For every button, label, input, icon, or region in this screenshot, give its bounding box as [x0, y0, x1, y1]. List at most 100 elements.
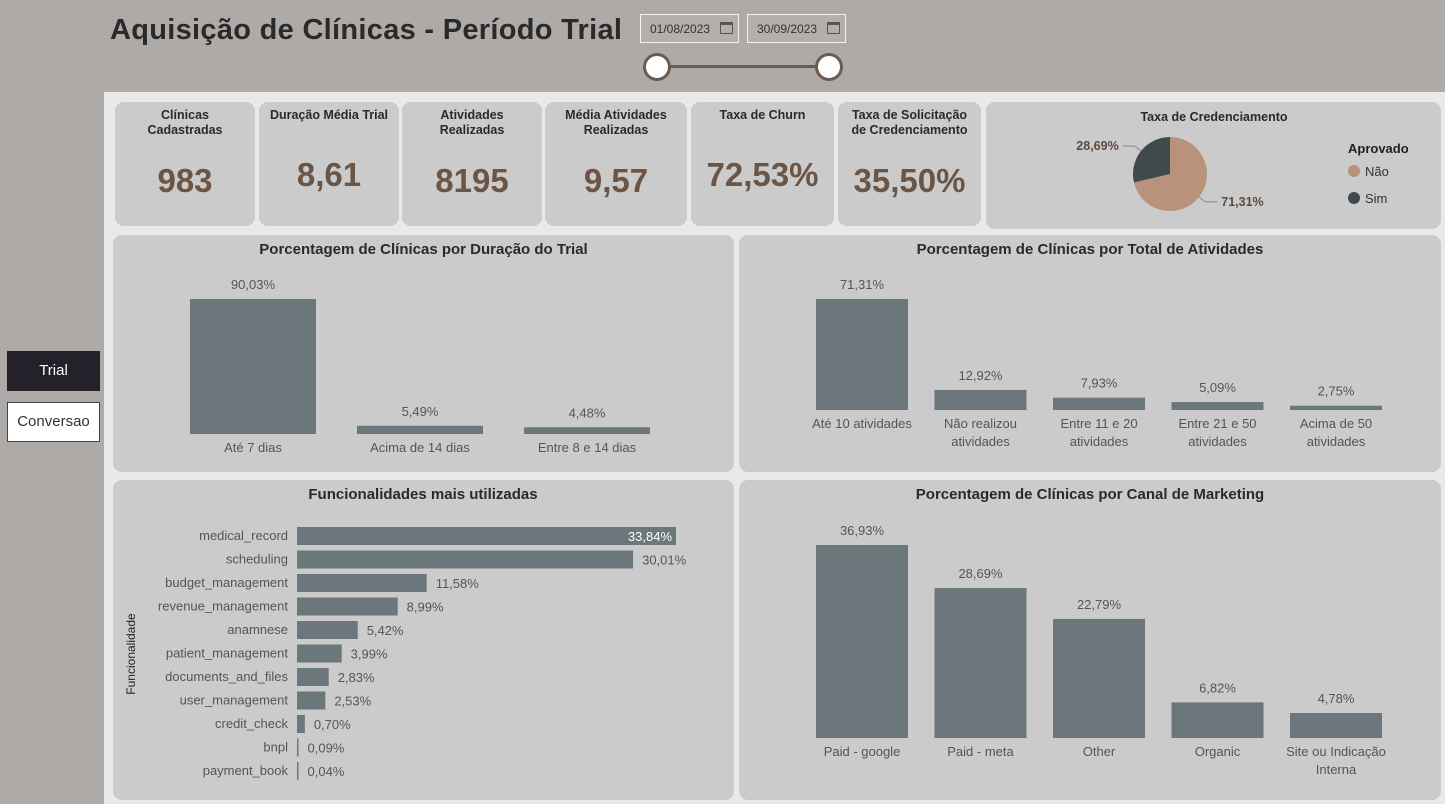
bar — [297, 691, 326, 710]
category-label: atividades — [1307, 434, 1366, 449]
date-start-input[interactable]: 01/08/2023 — [640, 14, 739, 43]
category-label: Não realizou — [944, 416, 1017, 431]
pie-leader-line — [1198, 196, 1218, 203]
data-label: 11,58% — [436, 576, 480, 591]
data-label: 0,04% — [308, 764, 345, 779]
bar-chart-duracao: Porcentagem de Clínicas por Duração do T… — [190, 241, 650, 455]
bar — [1171, 402, 1264, 410]
category-label: medical_record — [199, 528, 288, 543]
nav-trial-button[interactable]: Trial — [7, 351, 100, 391]
kpi-card-clinicas: Clínicas Cadastradas 983 — [115, 102, 255, 226]
bar — [297, 597, 398, 616]
date-range-end-handle[interactable] — [815, 53, 843, 81]
panel-funcionalidades: Funcionalidades mais utilizadas Funcional… — [113, 480, 734, 800]
data-label: 4,78% — [1318, 691, 1355, 706]
pie-leader-line — [1122, 145, 1142, 152]
data-label: 8,99% — [407, 600, 444, 615]
category-label: Acima de 50 — [1300, 416, 1372, 431]
category-label: payment_book — [203, 763, 289, 778]
date-end-value: 30/09/2023 — [757, 22, 818, 36]
pie-slice — [1133, 137, 1170, 183]
panel-duracao: Porcentagem de Clínicas por Duração do T… — [113, 235, 734, 472]
bar — [190, 299, 316, 434]
axis-label: Funcionalidade — [124, 613, 138, 695]
data-label: 5,49% — [402, 404, 439, 419]
data-label: 3,99% — [351, 647, 388, 662]
bar — [297, 715, 305, 733]
data-label: 7,93% — [1081, 376, 1118, 391]
kpi-value: 72,53% — [706, 156, 819, 193]
kpi-value: 8,61 — [296, 156, 362, 193]
data-label: 22,79% — [1077, 597, 1122, 612]
bar — [297, 738, 299, 757]
category-label: Entre 11 e 20 — [1060, 416, 1137, 431]
pie-label: 71,31% — [1221, 195, 1263, 209]
category-label: Entre 8 e 14 dias — [538, 440, 637, 455]
date-range-slider-track[interactable] — [657, 65, 829, 68]
category-label: atividades — [1188, 434, 1247, 449]
data-label: 36,93% — [840, 523, 885, 538]
chart-title: Taxa de Credenciamento — [1140, 110, 1287, 124]
category-label: Site ou Indicação — [1286, 744, 1386, 759]
kpi-card-duracao: Duração Média Trial 8,61 — [259, 102, 399, 226]
pie-label: 28,69% — [1076, 139, 1118, 153]
data-label: 0,70% — [314, 717, 351, 732]
bar — [1290, 405, 1382, 410]
chart-title: Porcentagem de Clínicas por Canal de Mar… — [916, 486, 1264, 503]
bar — [1171, 702, 1264, 738]
nav-conversao-button[interactable]: Conversao — [7, 402, 100, 442]
kpi-title: Duração Média Trial — [269, 108, 389, 122]
category-label: Organic — [1195, 744, 1241, 759]
chart-title: Porcentagem de Clínicas por Total de Ati… — [917, 241, 1264, 258]
bar — [524, 427, 650, 434]
bar — [1053, 397, 1145, 410]
category-label: Interna — [1316, 762, 1357, 777]
kpi-card-atividades: Atividades Realizadas 8195 — [402, 102, 542, 226]
legend-marker — [1348, 192, 1360, 204]
legend-title: Aprovado — [1348, 141, 1409, 156]
kpi-card-media-atividades: Média Atividades Realizadas 9,57 — [545, 102, 687, 226]
kpi-value: 35,50% — [853, 162, 966, 199]
date-range-start-handle[interactable] — [643, 53, 671, 81]
data-label: 71,31% — [840, 277, 885, 292]
category-label: Entre 21 e 50 — [1178, 416, 1256, 431]
category-label: anamnese — [227, 622, 288, 637]
kpi-value: 983 — [157, 162, 213, 199]
category-label: Paid - meta — [947, 744, 1014, 759]
bar — [934, 588, 1027, 738]
category-label: Até 7 dias — [224, 440, 282, 455]
category-label: Paid - google — [824, 744, 901, 759]
bar-chart-marketing: Porcentagem de Clínicas por Canal de Mar… — [816, 486, 1386, 777]
bar — [297, 762, 299, 780]
legend-entry: Sim — [1365, 191, 1387, 206]
category-label: Other — [1083, 744, 1116, 759]
kpi-value: 8195 — [435, 162, 509, 199]
category-label: Acima de 14 dias — [370, 440, 470, 455]
kpi-title: Média Atividades Realizadas — [565, 108, 667, 137]
category-label: patient_management — [166, 646, 289, 661]
pie-slice — [1133, 137, 1207, 211]
kpi-card-churn: Taxa de Churn 72,53% — [691, 102, 834, 226]
data-label: 30,01% — [642, 553, 687, 568]
date-end-input[interactable]: 30/09/2023 — [747, 14, 846, 43]
category-label: revenue_management — [158, 599, 288, 614]
category-label: atividades — [951, 434, 1010, 449]
calendar-icon[interactable] — [827, 22, 840, 34]
data-label: 5,09% — [1199, 380, 1236, 395]
kpi-title: Taxa de Churn — [719, 108, 806, 122]
category-label: Até 10 atividades — [812, 416, 912, 431]
calendar-icon[interactable] — [720, 22, 733, 34]
category-label: credit_check — [215, 716, 288, 731]
data-label: 5,42% — [367, 623, 404, 638]
legend-marker — [1348, 165, 1360, 177]
bar — [297, 550, 634, 569]
chart-title: Porcentagem de Clínicas por Duração do T… — [259, 241, 587, 258]
bar — [297, 574, 427, 592]
data-label: 2,53% — [334, 694, 371, 709]
data-label: 33,84% — [628, 529, 673, 544]
bar — [1290, 713, 1382, 738]
legend-entry: Não — [1365, 164, 1389, 179]
bar — [297, 644, 342, 663]
kpi-title: Clínicas Cadastradas — [147, 108, 223, 137]
category-label: user_management — [180, 693, 289, 708]
